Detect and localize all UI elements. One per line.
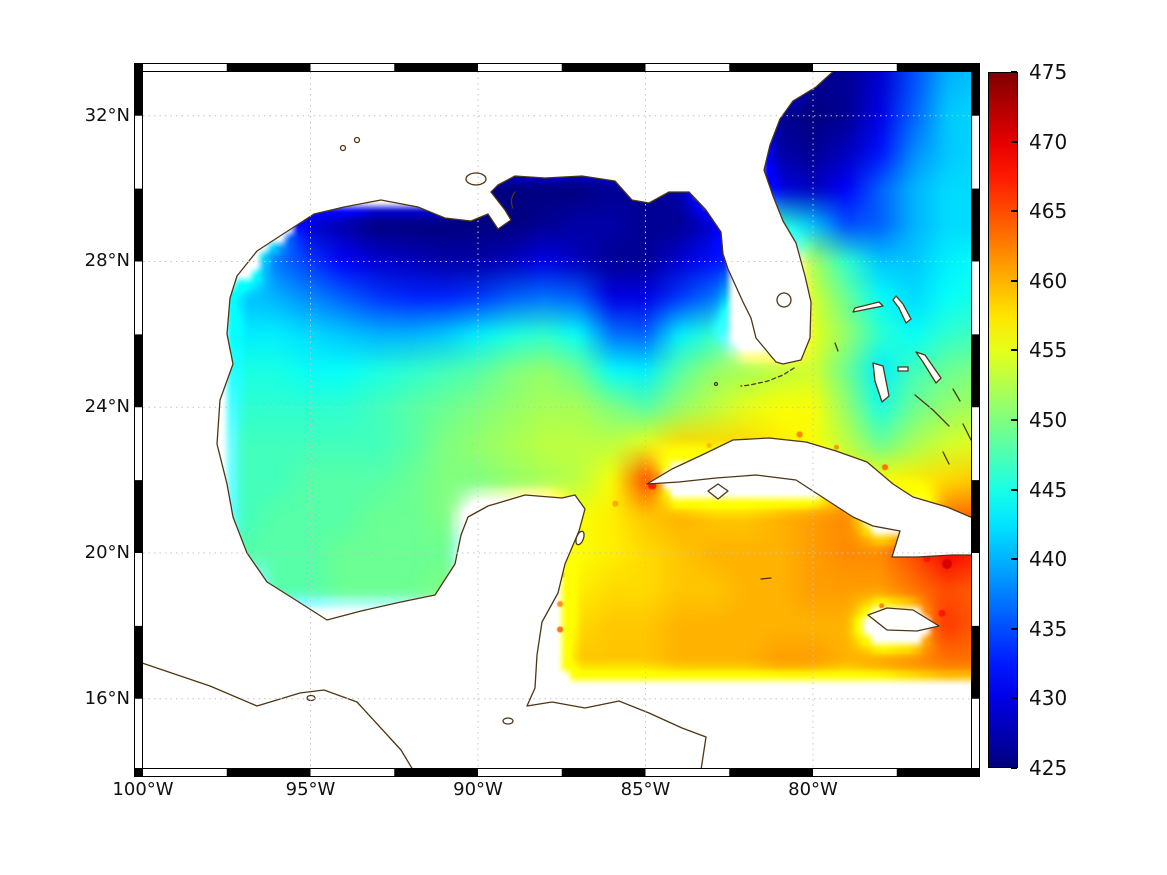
coastline-jamaica [867, 607, 940, 632]
frame-segment-right [971, 625, 980, 699]
colorbar-tick-label: 465 [1029, 199, 1068, 224]
colorbar-tick-mark [1011, 71, 1017, 73]
frame-segment-right [971, 480, 980, 554]
coastline-layer [143, 72, 971, 768]
frame-segment-top [394, 63, 478, 72]
x-tick-label: 100°W [112, 779, 174, 800]
frame-segment-bottom [394, 768, 478, 777]
frame-segment-right [971, 72, 980, 116]
colorbar-tick-mark [1011, 627, 1017, 630]
frame-segment-left [134, 625, 143, 699]
colorbar-tick-label: 470 [1029, 129, 1068, 154]
colorbar-tick-mark [1011, 488, 1017, 491]
coastline-grand-bahama [852, 301, 884, 313]
frame-segment-top [896, 63, 971, 72]
frame-band-bottom [134, 768, 980, 777]
coastline-ragged-islands [942, 451, 950, 465]
frame-segment-top [561, 63, 646, 72]
colorbar-tick-mark [1011, 279, 1017, 282]
colorbar-tick-label: 430 [1029, 686, 1068, 711]
frame-corner [134, 63, 143, 72]
frame-segment-right [971, 334, 980, 408]
colorbar-tick-label: 445 [1029, 477, 1068, 502]
frame-segment-bottom [896, 768, 971, 777]
colorbar-tick-mark [1011, 767, 1017, 769]
coastline-isla-juventud [707, 483, 729, 500]
frame-segment-right [971, 188, 980, 262]
map-plot [143, 72, 971, 768]
frame-band-top [134, 63, 980, 72]
coastline-florida-keys [740, 367, 795, 387]
frame-band-left [134, 63, 143, 777]
coastline-bimini [834, 342, 839, 352]
chandeleur-islands [510, 191, 516, 209]
dry-tortugas-islet [713, 381, 719, 387]
y-tick-label: 20°N [84, 542, 130, 563]
colorbar-tick-label: 425 [1029, 756, 1068, 780]
y-tick-label: 16°N [84, 687, 130, 709]
frame-corner [134, 768, 143, 777]
colorbar-tick-mark [1011, 210, 1017, 213]
coastline-mainland [143, 72, 834, 768]
colorbar-tick-mark [1011, 558, 1017, 561]
frame-segment-left [134, 72, 143, 116]
colorbar-tick-mark [1011, 697, 1017, 700]
colorbar-tick-mark [1011, 419, 1017, 421]
x-tick-label: 95°W [285, 779, 336, 800]
y-tick-label: 28°N [84, 250, 130, 272]
coastline-long-island [962, 423, 971, 441]
coastline-andros [872, 362, 890, 403]
colorbar-tick-label: 475 [1029, 60, 1068, 84]
frame-band-right [971, 63, 980, 777]
frame-corner [971, 768, 980, 777]
x-tick-label: 80°W [788, 779, 838, 800]
y-tick-label: 32°N [84, 104, 130, 126]
frame-corner [971, 63, 980, 72]
coastline-cayman [760, 577, 772, 580]
coastline-exuma-chain [914, 394, 950, 427]
colorbar-tick-label: 455 [1029, 338, 1068, 363]
coastline-eleuthera [915, 351, 942, 384]
frame-segment-top [226, 63, 311, 72]
frame-segment-left [134, 188, 143, 262]
colorbar-tick-mark [1011, 349, 1017, 352]
map-overlay [143, 72, 971, 768]
coastline-cuba [646, 437, 971, 558]
frame-segment-top [729, 63, 813, 72]
colorbar-tick-label: 460 [1029, 268, 1068, 293]
x-tick-label: 85°W [620, 779, 671, 800]
frame-segment-bottom [729, 768, 813, 777]
colorbar-tick-mark [1011, 140, 1017, 143]
coastline-new-providence [897, 366, 909, 372]
y-tick-label: 24°N [84, 396, 130, 418]
frame-segment-left [134, 334, 143, 408]
coastline-abaco [892, 295, 912, 324]
colorbar-tick-label: 435 [1029, 616, 1068, 641]
frame-segment-bottom [226, 768, 311, 777]
coastline-cat-island [952, 388, 961, 402]
colorbar-tick-label: 450 [1029, 408, 1068, 432]
x-tick-label: 90°W [453, 779, 503, 800]
frame-segment-left [134, 480, 143, 554]
colorbar-tick-label: 440 [1029, 547, 1068, 572]
frame-segment-bottom [561, 768, 646, 777]
